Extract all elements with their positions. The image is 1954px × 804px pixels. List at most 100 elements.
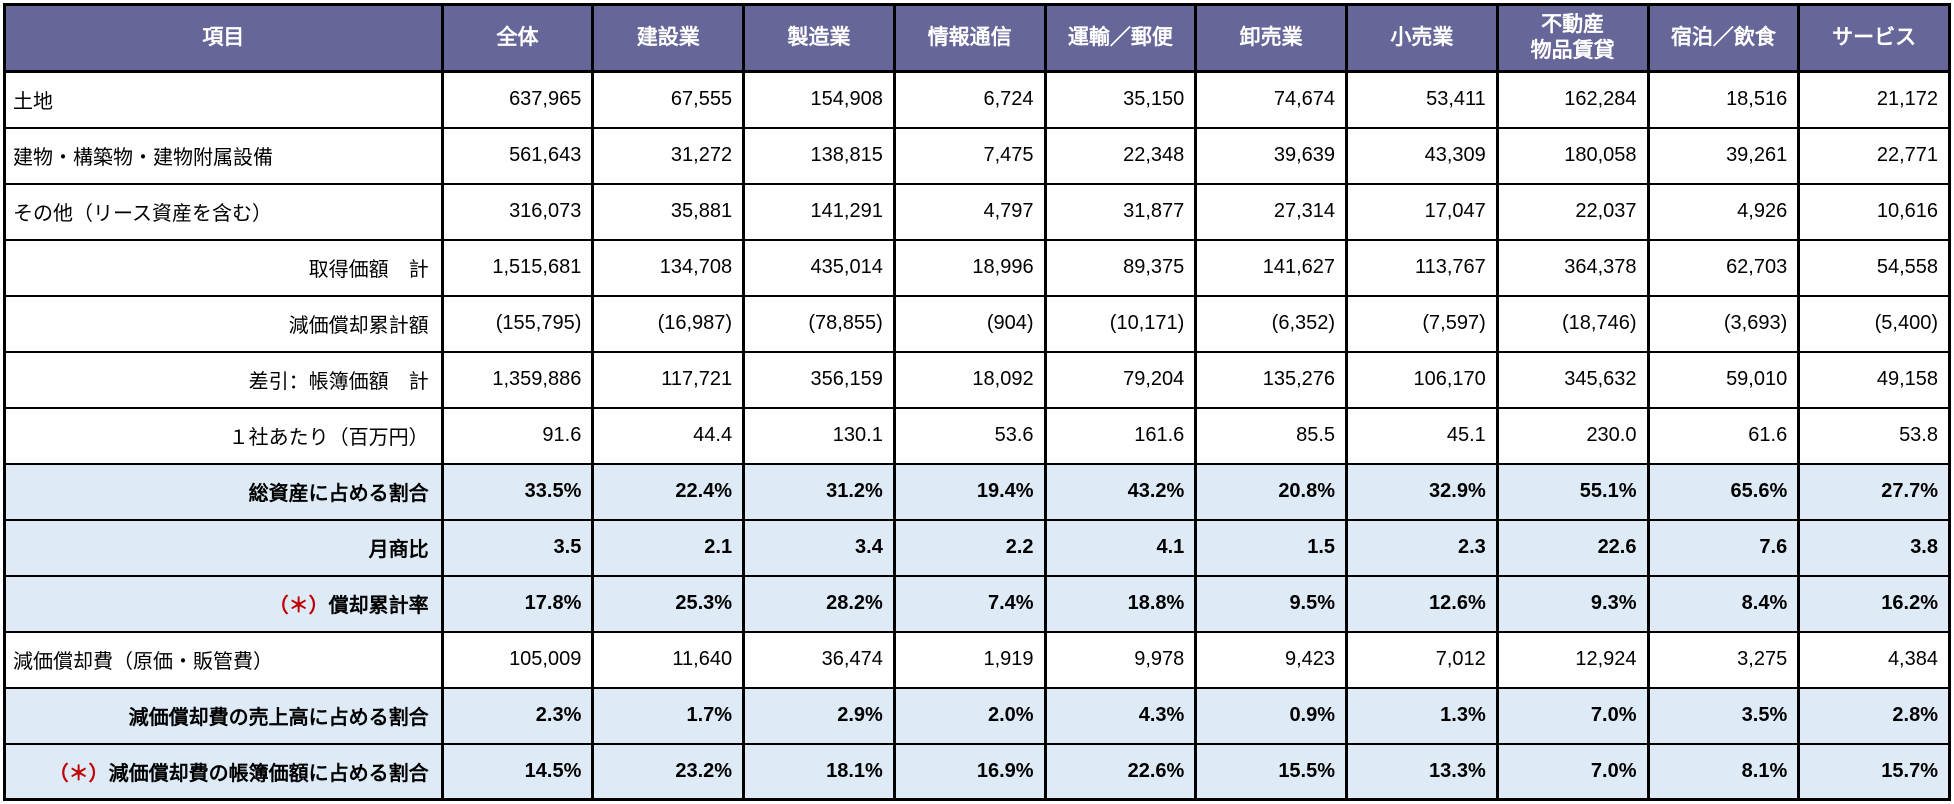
row-label: 土地 bbox=[3, 70, 444, 129]
cell-value: (3,693) bbox=[1646, 294, 1801, 353]
cell-value: 316,073 bbox=[440, 182, 595, 241]
cell-value: 2.2 bbox=[892, 518, 1047, 577]
cell-value: 53.6 bbox=[892, 406, 1047, 465]
cell-value: 1.5 bbox=[1194, 518, 1349, 577]
cell-value: 435,014 bbox=[742, 238, 896, 297]
cell-value: 3.4 bbox=[742, 518, 896, 577]
cell-value: 113,767 bbox=[1345, 238, 1499, 297]
cell-value: 33.5% bbox=[440, 462, 595, 521]
industry-column-header: 情報通信 bbox=[892, 3, 1047, 73]
row-label: その他（リース資産を含む） bbox=[3, 182, 444, 241]
cell-value: 22.6 bbox=[1495, 518, 1650, 577]
table-header-row: 項目 全体 建設業 製造業 情報通信 運輸／郵便 卸売業 小売業 不動産 物品賃貸 宿泊／飲食 サー… bbox=[3, 3, 1951, 73]
cell-value: (10,171) bbox=[1043, 294, 1198, 353]
cell-value: 0.9% bbox=[1194, 686, 1349, 745]
cell-value: 1.3% bbox=[1345, 686, 1499, 745]
cell-value: 18,996 bbox=[892, 238, 1047, 297]
cell-value: 138,815 bbox=[742, 126, 896, 185]
cell-value: (155,795) bbox=[440, 294, 595, 353]
cell-value: 59,010 bbox=[1646, 350, 1801, 409]
table-row: １社あたり（百万円） 91.6 44.4 130.1 53.6 161.6 85.5 45.1… bbox=[3, 406, 1951, 465]
cell-value: 22,771 bbox=[1797, 126, 1951, 185]
cell-value: 32.9% bbox=[1345, 462, 1499, 521]
cell-value: 89,375 bbox=[1043, 238, 1198, 297]
cell-value: 141,291 bbox=[742, 182, 896, 241]
cell-value: 12,924 bbox=[1495, 630, 1650, 689]
cell-value: 637,965 bbox=[440, 70, 595, 129]
cell-value: 9,423 bbox=[1194, 630, 1349, 689]
cell-value: 22,037 bbox=[1495, 182, 1650, 241]
cell-value: 39,261 bbox=[1646, 126, 1801, 185]
industry-column-header: 全体 bbox=[440, 3, 595, 73]
table-row: （＊）償却累計率 17.8% 25.3% 28.2% 7.4% 18.8% 9.5% 12.6… bbox=[3, 574, 1951, 633]
cell-value: 7.0% bbox=[1495, 686, 1650, 745]
cell-value: 53,411 bbox=[1345, 70, 1499, 129]
cell-value: 345,632 bbox=[1495, 350, 1650, 409]
cell-value: (904) bbox=[892, 294, 1047, 353]
cell-value: (6,352) bbox=[1194, 294, 1349, 353]
industry-column-header: 建設業 bbox=[591, 3, 746, 73]
cell-value: 35,881 bbox=[591, 182, 746, 241]
cell-value: 39,639 bbox=[1194, 126, 1349, 185]
industry-column-header: 運輸／郵便 bbox=[1043, 3, 1198, 73]
cell-value: 364,378 bbox=[1495, 238, 1650, 297]
cell-value: 27.7% bbox=[1797, 462, 1951, 521]
cell-value: 18,516 bbox=[1646, 70, 1801, 129]
cell-value: 53.8 bbox=[1797, 406, 1951, 465]
cell-value: 15.5% bbox=[1194, 742, 1349, 801]
cell-value: 7,012 bbox=[1345, 630, 1499, 689]
cell-value: 9,978 bbox=[1043, 630, 1198, 689]
asterisk-marker: （＊） bbox=[268, 595, 329, 617]
cell-value: 2.1 bbox=[591, 518, 746, 577]
cell-value: 3.5% bbox=[1646, 686, 1801, 745]
row-label: 総資産に占める割合 bbox=[3, 462, 444, 521]
cell-value: 7.6 bbox=[1646, 518, 1801, 577]
cell-value: 4.3% bbox=[1043, 686, 1198, 745]
cell-value: 4,926 bbox=[1646, 182, 1801, 241]
cell-value: 7,475 bbox=[892, 126, 1047, 185]
cell-value: 22.6% bbox=[1043, 742, 1198, 801]
cell-value: 18.1% bbox=[742, 742, 896, 801]
cell-value: 4,797 bbox=[892, 182, 1047, 241]
cell-value: 67,555 bbox=[591, 70, 746, 129]
cell-value: 16.9% bbox=[892, 742, 1047, 801]
row-label: 減価償却費（原価・販管費） bbox=[3, 630, 444, 689]
cell-value: 1.7% bbox=[591, 686, 746, 745]
cell-value: 117,721 bbox=[591, 350, 746, 409]
cell-value: 74,674 bbox=[1194, 70, 1349, 129]
fixed-assets-by-industry-table: 項目 全体 建設業 製造業 情報通信 運輸／郵便 卸売業 小売業 不動産 物品賃貸 宿泊／飲食 サー… bbox=[3, 3, 1951, 801]
cell-value: 17.8% bbox=[440, 574, 595, 633]
cell-value: 2.3% bbox=[440, 686, 595, 745]
cell-value: 35,150 bbox=[1043, 70, 1198, 129]
cell-value: 36,474 bbox=[742, 630, 896, 689]
row-label: 取得価額 計 bbox=[3, 238, 444, 297]
industry-column-header: 卸売業 bbox=[1194, 3, 1349, 73]
row-label: （＊）償却累計率 bbox=[3, 574, 444, 633]
cell-value: 106,170 bbox=[1345, 350, 1499, 409]
cell-value: 4.1 bbox=[1043, 518, 1198, 577]
cell-value: 27,314 bbox=[1194, 182, 1349, 241]
cell-value: 2.8% bbox=[1797, 686, 1951, 745]
cell-value: 61.6 bbox=[1646, 406, 1801, 465]
cell-value: 6,724 bbox=[892, 70, 1047, 129]
industry-column-header: 不動産 物品賃貸 bbox=[1495, 3, 1650, 73]
cell-value: 17,047 bbox=[1345, 182, 1499, 241]
cell-value: 18.8% bbox=[1043, 574, 1198, 633]
cell-value: 31.2% bbox=[742, 462, 896, 521]
cell-value: 9.3% bbox=[1495, 574, 1650, 633]
cell-value: 2.3 bbox=[1345, 518, 1499, 577]
row-label: 減価償却累計額 bbox=[3, 294, 444, 353]
cell-value: 65.6% bbox=[1646, 462, 1801, 521]
table-row: 土地 637,965 67,555 154,908 6,724 35,150 74,674 5… bbox=[3, 70, 1951, 129]
cell-value: 162,284 bbox=[1495, 70, 1650, 129]
cell-value: 13.3% bbox=[1345, 742, 1499, 801]
cell-value: 9.5% bbox=[1194, 574, 1349, 633]
cell-value: 43.2% bbox=[1043, 462, 1198, 521]
cell-value: 1,359,886 bbox=[440, 350, 595, 409]
cell-value: 1,515,681 bbox=[440, 238, 595, 297]
cell-value: 356,159 bbox=[742, 350, 896, 409]
cell-value: 22,348 bbox=[1043, 126, 1198, 185]
table-row: 月商比 3.5 2.1 3.4 2.2 4.1 1.5 2.3 22.6 7.6 3.8 bbox=[3, 518, 1951, 577]
table-row: 減価償却費の売上高に占める割合 2.3% 1.7% 2.9% 2.0% 4.3% 0.9% 1… bbox=[3, 686, 1951, 745]
cell-value: 21,172 bbox=[1797, 70, 1951, 129]
